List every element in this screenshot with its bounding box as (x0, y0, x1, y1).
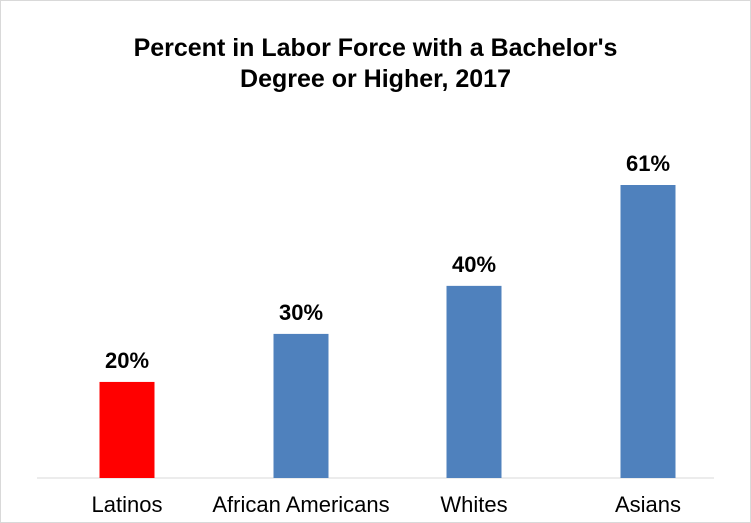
x-tick-label-latinos: Latinos (92, 492, 163, 517)
bar-asians (620, 185, 676, 478)
data-label-african-americans: 30% (279, 300, 323, 325)
bar-latinos (99, 381, 155, 478)
chart-title-line-1: Percent in Labor Force with a Bachelor's (133, 34, 618, 62)
chart-title: Percent in Labor Force with a Bachelor's… (0, 33, 751, 95)
x-tick-label-whites: Whites (440, 492, 507, 517)
x-tick-label-african-americans: African Americans (212, 492, 389, 517)
data-label-asians: 61% (626, 151, 670, 176)
x-tick-label-asians: Asians (615, 492, 681, 517)
bar-whites (446, 285, 502, 478)
chart-title-line-2: Degree or Higher, 2017 (240, 65, 511, 93)
data-label-latinos: 20% (105, 348, 149, 373)
data-label-whites: 40% (452, 252, 496, 277)
bar-african-americans (273, 333, 329, 478)
